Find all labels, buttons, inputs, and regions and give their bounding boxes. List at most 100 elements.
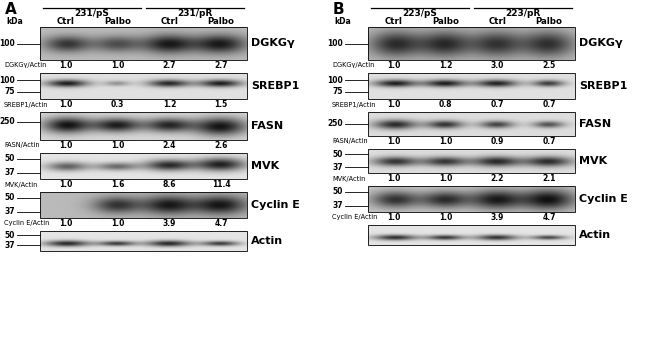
Text: 2.7: 2.7 <box>214 61 228 70</box>
Text: 4.7: 4.7 <box>214 219 228 228</box>
Text: SREBP1/Actin: SREBP1/Actin <box>332 102 376 108</box>
Text: 37: 37 <box>332 201 343 210</box>
Text: Cyclin E/Actin: Cyclin E/Actin <box>4 220 49 226</box>
Text: 1.0: 1.0 <box>439 213 452 222</box>
Text: FASN/Actin: FASN/Actin <box>332 138 368 144</box>
Text: 1.0: 1.0 <box>111 219 124 228</box>
Text: 100: 100 <box>327 39 343 48</box>
Text: 0.7: 0.7 <box>542 137 556 146</box>
Text: 223/pR: 223/pR <box>506 9 541 18</box>
Text: 1.0: 1.0 <box>59 180 73 189</box>
Bar <box>40 192 247 218</box>
Text: 3.9: 3.9 <box>162 219 176 228</box>
Text: 2.1: 2.1 <box>543 174 556 183</box>
Text: Ctrl: Ctrl <box>488 17 506 26</box>
Text: kDa: kDa <box>335 17 352 26</box>
Text: FASN: FASN <box>251 121 283 131</box>
Text: 1.0: 1.0 <box>387 61 400 70</box>
Text: kDa: kDa <box>6 17 23 26</box>
Text: 75: 75 <box>333 87 343 96</box>
Text: 1.0: 1.0 <box>387 174 400 183</box>
Text: 3.0: 3.0 <box>491 61 504 70</box>
Text: 11.4: 11.4 <box>212 180 231 189</box>
Text: 1.6: 1.6 <box>111 180 124 189</box>
Text: 37: 37 <box>5 241 15 250</box>
Text: 100: 100 <box>327 76 343 85</box>
Text: 2.6: 2.6 <box>214 141 227 150</box>
Text: Palbo: Palbo <box>536 17 563 26</box>
Text: Ctrl: Ctrl <box>161 17 178 26</box>
Text: 50: 50 <box>5 231 15 240</box>
Bar <box>40 27 247 60</box>
Bar <box>368 186 575 212</box>
Text: 1.0: 1.0 <box>111 141 124 150</box>
Text: 1.0: 1.0 <box>439 137 452 146</box>
Bar <box>40 153 247 179</box>
Text: 1.0: 1.0 <box>59 219 73 228</box>
Text: MVK: MVK <box>579 156 607 166</box>
Text: 1.0: 1.0 <box>59 61 73 70</box>
Text: 37: 37 <box>5 207 15 216</box>
Text: DGKGγ: DGKGγ <box>579 38 623 49</box>
Text: B: B <box>333 2 344 17</box>
Text: 37: 37 <box>5 168 15 177</box>
Text: 231/pS: 231/pS <box>74 9 109 18</box>
Text: 1.2: 1.2 <box>439 61 452 70</box>
Bar <box>40 112 247 140</box>
Text: FASN/Actin: FASN/Actin <box>4 142 40 148</box>
Text: MVK/Actin: MVK/Actin <box>4 181 38 187</box>
Text: 37: 37 <box>332 163 343 171</box>
Text: Cyclin E/Actin: Cyclin E/Actin <box>332 214 378 220</box>
Text: 231/pR: 231/pR <box>177 9 213 18</box>
Text: 100: 100 <box>0 76 15 85</box>
Text: 3.9: 3.9 <box>491 213 504 222</box>
Text: 250: 250 <box>328 120 343 129</box>
Text: 0.8: 0.8 <box>439 100 452 109</box>
Text: 2.5: 2.5 <box>543 61 556 70</box>
Text: Ctrl: Ctrl <box>385 17 403 26</box>
Text: 2.4: 2.4 <box>162 141 176 150</box>
Text: Actin: Actin <box>251 236 283 246</box>
Text: 1.0: 1.0 <box>439 174 452 183</box>
Text: 0.7: 0.7 <box>542 100 556 109</box>
Text: 1.2: 1.2 <box>162 100 176 109</box>
Text: 1.0: 1.0 <box>387 213 400 222</box>
Text: SREBP1: SREBP1 <box>579 81 627 91</box>
Text: 1.0: 1.0 <box>59 141 73 150</box>
Bar <box>368 27 575 60</box>
Bar <box>368 73 575 99</box>
Text: Palbo: Palbo <box>207 17 235 26</box>
Text: DGKGγ/Actin: DGKGγ/Actin <box>332 62 374 69</box>
Text: MVK/Actin: MVK/Actin <box>332 175 365 181</box>
Text: 50: 50 <box>333 150 343 159</box>
Text: 1.0: 1.0 <box>387 100 400 109</box>
Text: 1.0: 1.0 <box>59 100 73 109</box>
Text: SREBP1: SREBP1 <box>251 81 300 91</box>
Text: 250: 250 <box>0 117 15 126</box>
Text: Palbo: Palbo <box>104 17 131 26</box>
Text: 0.9: 0.9 <box>491 137 504 146</box>
Text: Cyclin E: Cyclin E <box>251 200 300 210</box>
Text: Ctrl: Ctrl <box>57 17 75 26</box>
Text: 0.3: 0.3 <box>111 100 124 109</box>
Text: Palbo: Palbo <box>432 17 459 26</box>
Text: 223/pS: 223/pS <box>402 9 437 18</box>
Text: FASN: FASN <box>579 119 611 129</box>
Text: 1.0: 1.0 <box>387 137 400 146</box>
Text: 2.7: 2.7 <box>162 61 176 70</box>
Text: SREBP1/Actin: SREBP1/Actin <box>4 102 49 108</box>
Text: 1.0: 1.0 <box>111 61 124 70</box>
Text: 1.5: 1.5 <box>214 100 227 109</box>
Text: 8.6: 8.6 <box>162 180 176 189</box>
Text: Actin: Actin <box>579 230 611 240</box>
Bar <box>368 149 575 173</box>
Text: 2.2: 2.2 <box>491 174 504 183</box>
Text: 50: 50 <box>333 187 343 196</box>
Text: 100: 100 <box>0 39 15 48</box>
Text: 50: 50 <box>5 193 15 202</box>
Text: 75: 75 <box>5 87 15 96</box>
Text: DGKGγ/Actin: DGKGγ/Actin <box>4 62 46 69</box>
Text: Cyclin E: Cyclin E <box>579 194 628 204</box>
Text: DGKGγ: DGKGγ <box>251 38 294 49</box>
Text: MVK: MVK <box>251 161 279 171</box>
